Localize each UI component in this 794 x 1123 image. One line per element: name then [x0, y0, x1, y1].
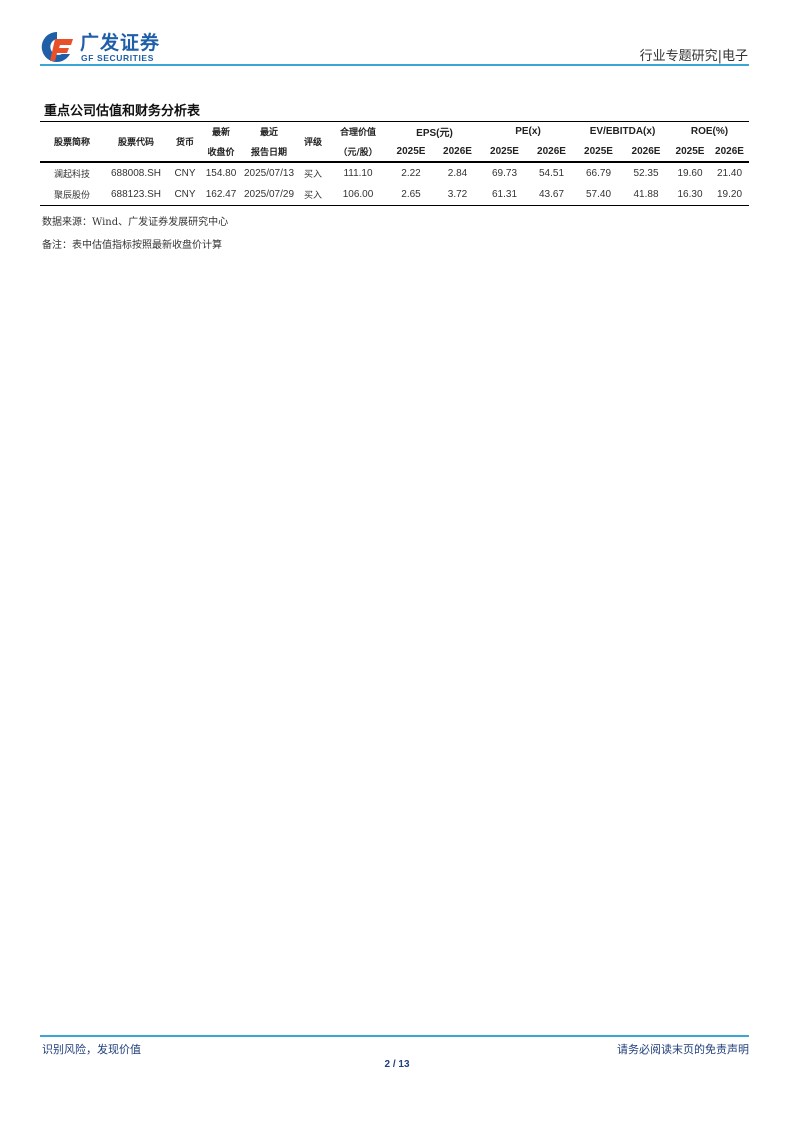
- cell-currency: CNY: [174, 167, 196, 179]
- cell-pe26: 54.51: [538, 167, 565, 179]
- header-roe: ROE(%): [690, 126, 729, 138]
- header-price-1: 最新: [211, 128, 230, 139]
- header-ev-ebitda: EV/EBITDA(x): [589, 126, 656, 138]
- header-year: 2026E: [715, 145, 744, 157]
- report-section-label: 行业专题研究|电子: [639, 49, 748, 64]
- cell-name: 聚辰股份: [53, 190, 90, 201]
- cell-pe25: 69.73: [491, 167, 518, 179]
- header-eps: EPS(元): [416, 128, 453, 140]
- header-year: 2025E: [490, 145, 519, 157]
- cell-price: 154.80: [205, 167, 237, 179]
- footer-disclaimer: 请务必阅读末页的免责声明: [617, 1043, 749, 1056]
- cell-roe26: 19.20: [716, 188, 743, 200]
- table-title: 重点公司估值和财务分析表: [44, 104, 201, 119]
- header-year: 2025E: [584, 145, 613, 157]
- gf-securities-logo: 广发证券 GF SECURITIES: [40, 28, 170, 64]
- cell-eps25: 2.65: [401, 188, 421, 200]
- valuation-table: 股票简称 股票代码 货币 最新 最近 评级 合理价值 EPS(元) PE(x) …: [40, 121, 749, 206]
- footer-slogan: 识别风险，发现价值: [42, 1043, 141, 1056]
- header-rating: 评级: [303, 137, 322, 148]
- header-name: 股票简称: [53, 137, 90, 148]
- cell-ev26: 41.88: [633, 188, 659, 200]
- gf-logo-icon: [41, 31, 73, 62]
- header-currency: 货币: [175, 137, 194, 148]
- header-year: 2026E: [537, 145, 566, 157]
- cell-date: 2025/07/13: [243, 167, 295, 179]
- footer-divider: [40, 1035, 749, 1037]
- logo-text-en: GF SECURITIES: [81, 53, 154, 63]
- table-header: 股票简称 股票代码 货币 最新 最近 评级 合理价值 EPS(元) PE(x) …: [40, 121, 749, 162]
- cell-code: 688123.SH: [110, 188, 162, 200]
- cell-rating: 买入: [303, 169, 322, 180]
- cell-currency: CNY: [174, 188, 196, 200]
- cell-name: 澜起科技: [53, 169, 90, 180]
- cell-ev25: 66.79: [585, 167, 612, 179]
- cell-fair: 106.00: [342, 188, 374, 200]
- cell-roe25: 19.60: [677, 167, 703, 179]
- cell-code: 688008.SH: [110, 167, 162, 179]
- cell-fair: 111.10: [343, 167, 373, 179]
- table-row: 澜起科技 688008.SH CNY 154.80 2025/07/13 买入 …: [40, 162, 749, 184]
- cell-ev26: 52.35: [633, 167, 659, 179]
- logo-text-cn: 广发证券: [80, 32, 161, 54]
- header-code: 股票代码: [117, 137, 154, 148]
- cell-eps26: 3.72: [447, 188, 468, 200]
- cell-ev25: 57.40: [585, 188, 612, 200]
- header-year: 2026E: [443, 145, 472, 157]
- cell-eps26: 2.84: [447, 167, 468, 179]
- header-pe: PE(x): [515, 126, 541, 138]
- cell-eps25: 2.22: [401, 167, 421, 179]
- cell-date: 2025/07/29: [243, 188, 295, 200]
- header-fair-2: （元/股）: [338, 147, 378, 158]
- table-row: 聚辰股份 688123.SH CNY 162.47 2025/07/29 买入 …: [40, 184, 749, 206]
- data-source-note: 数据来源：Wind、广发证券发展研究中心: [42, 217, 229, 228]
- page-number: 2 / 13: [384, 1059, 410, 1070]
- cell-pe26: 43.67: [538, 188, 565, 200]
- header-price-2: 收盘价: [207, 147, 235, 158]
- header-date-2: 报告日期: [250, 147, 287, 158]
- header-date-1: 最近: [259, 128, 278, 139]
- cell-roe25: 16.30: [677, 188, 703, 200]
- cell-roe26: 21.40: [716, 167, 743, 179]
- header-divider: [40, 64, 749, 66]
- cell-rating: 买入: [303, 190, 322, 201]
- header-year: 2025E: [675, 145, 705, 157]
- header-year: 2026E: [631, 145, 661, 157]
- remark-note: 备注：表中估值指标按照最新收盘价计算: [42, 240, 222, 251]
- header-fair-1: 合理价值: [339, 128, 376, 139]
- header-year: 2025E: [396, 145, 426, 157]
- cell-pe25: 61.31: [491, 188, 518, 200]
- cell-price: 162.47: [205, 188, 237, 200]
